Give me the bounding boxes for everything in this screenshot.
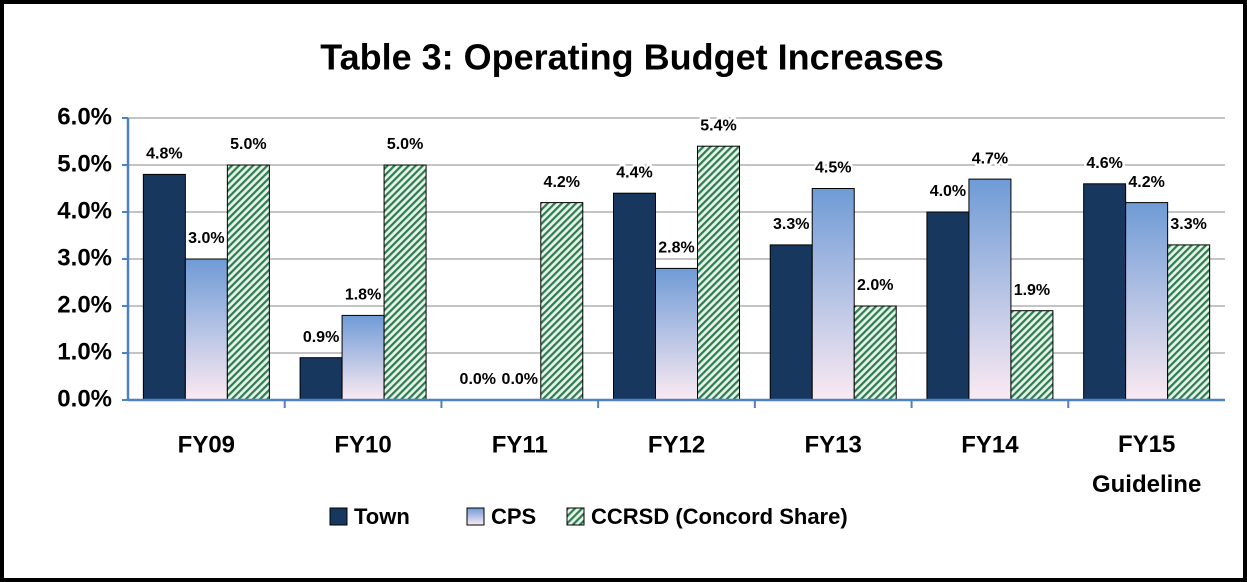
bar [383, 164, 427, 401]
value-label: 0.0% [502, 371, 538, 388]
value-label: 4.2% [1128, 174, 1164, 191]
legend-label: CPS [491, 504, 536, 529]
bar [926, 211, 970, 401]
value-label: 4.8% [146, 146, 182, 163]
value-label: 4.7% [972, 150, 1008, 167]
legend-swatch [566, 507, 585, 526]
bar [1167, 244, 1211, 401]
x-tick-label: FY13 [805, 431, 862, 458]
bar [341, 314, 385, 401]
value-label: 0.0% [460, 371, 496, 388]
value-label: 5.0% [387, 136, 423, 153]
value-label: 3.3% [1170, 216, 1206, 233]
value-label: 4.6% [1086, 155, 1122, 172]
bar [1010, 310, 1054, 401]
value-label: 2.0% [857, 277, 893, 294]
bar [1125, 202, 1169, 401]
value-label: 2.8% [658, 240, 694, 257]
y-tick-label: 3.0% [57, 244, 112, 271]
bar [1083, 183, 1127, 401]
x-tick-label: FY09 [178, 431, 235, 458]
value-label: 3.3% [773, 216, 809, 233]
value-label: 4.0% [930, 183, 966, 200]
legend-swatch [329, 507, 348, 526]
value-label: 1.8% [345, 287, 381, 304]
x-tick-label: FY12 [648, 431, 705, 458]
bar [142, 173, 186, 401]
bar [184, 258, 228, 401]
legend-swatch [466, 507, 485, 526]
x-tick-label: FY11 [492, 431, 548, 458]
legend-label: Town [354, 504, 410, 529]
legend-label: CCRSD (Concord Share) [591, 504, 848, 529]
x-tick-label: FY15 Guideline [1092, 431, 1201, 498]
y-tick-label: 2.0% [57, 291, 112, 318]
x-tick-label: FY14 [961, 431, 1019, 458]
value-label: 5.0% [230, 136, 266, 153]
value-label: 4.2% [544, 174, 580, 191]
value-label: 4.5% [815, 160, 851, 177]
bar [968, 178, 1012, 401]
bar [697, 145, 740, 401]
bar [299, 357, 343, 401]
bar [613, 192, 656, 401]
y-tick-label: 5.0% [57, 150, 112, 177]
value-label: 0.9% [303, 329, 339, 346]
value-label: 4.4% [616, 164, 652, 181]
bar [811, 188, 855, 401]
y-tick-label: 4.0% [57, 197, 112, 224]
y-tick-label: 6.0% [57, 103, 112, 130]
y-tick-label: 1.0% [57, 338, 112, 365]
chart-title: Table 3: Operating Budget Increases [320, 37, 944, 78]
value-label: 1.9% [1014, 282, 1050, 299]
y-tick-label: 0.0% [57, 385, 112, 412]
bar [853, 305, 897, 401]
bar [769, 244, 813, 401]
value-label: 3.0% [188, 230, 224, 247]
bar [655, 267, 698, 401]
x-tick-label: FY10 [334, 431, 391, 458]
bar [540, 202, 584, 401]
value-label: 5.4% [700, 117, 736, 134]
bar [226, 164, 270, 401]
